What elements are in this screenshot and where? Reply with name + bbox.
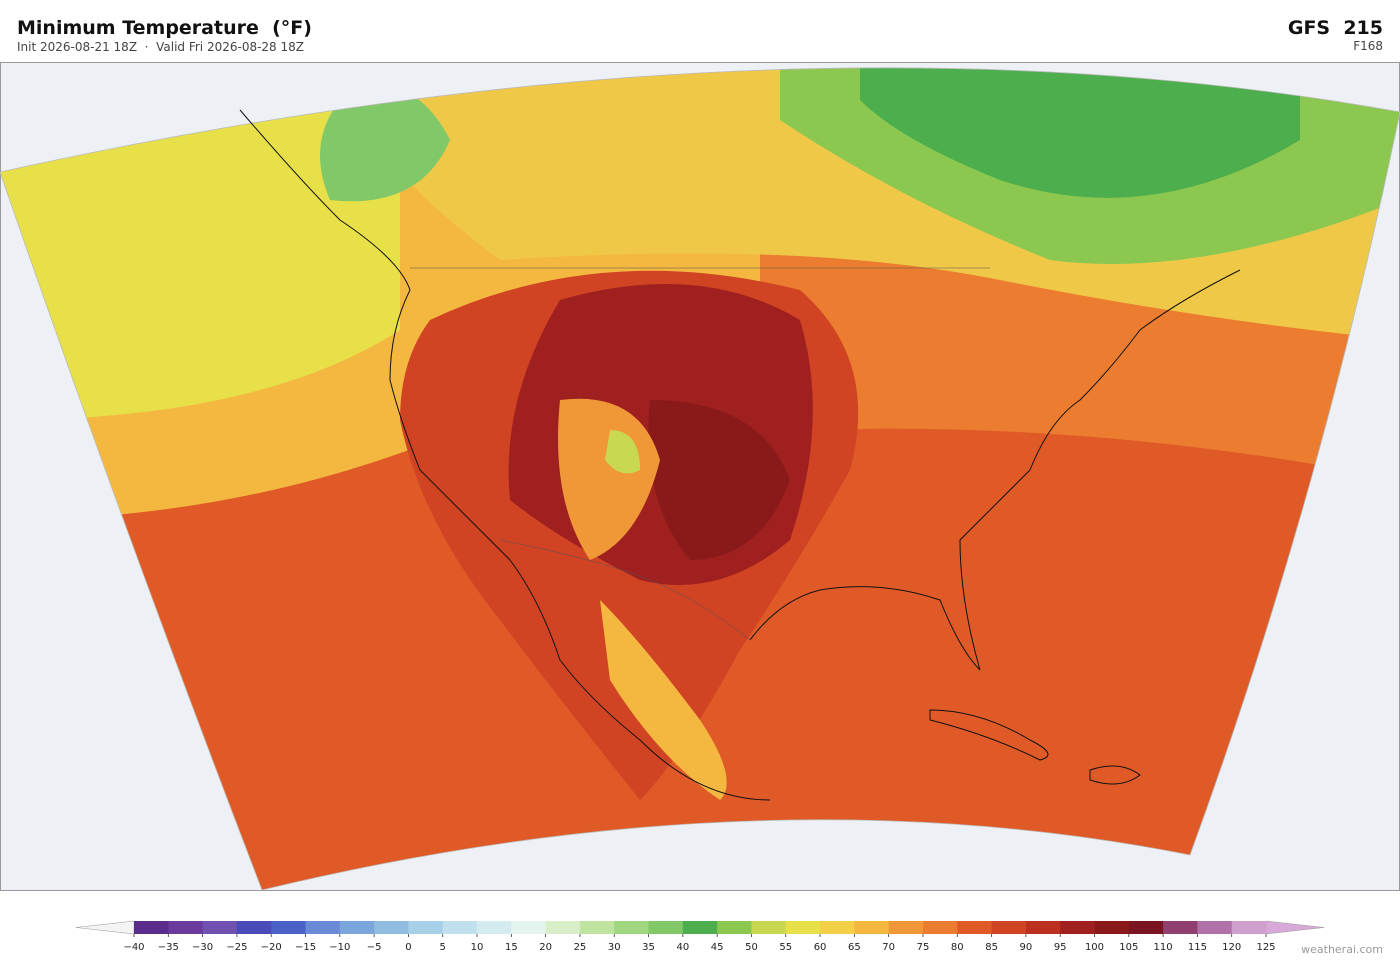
colorbar: −40 −35 −30 −25 −20 −15 −10 −5 0 5 10 15 20 25 30 35 40 4… bbox=[75, 920, 1325, 953]
colorbar-segment bbox=[717, 921, 752, 934]
colorbar-tick-label: −10 bbox=[329, 942, 350, 953]
temperature-field bbox=[0, 67, 1400, 890]
colorbar-tick-label: 100 bbox=[1085, 942, 1104, 953]
colorbar-tick-label: −5 bbox=[367, 942, 382, 953]
forecast-hour: F168 bbox=[1353, 39, 1383, 53]
colorbar-tick-label: 75 bbox=[917, 942, 930, 953]
colorbar-segment bbox=[1163, 921, 1198, 934]
colorbar-extend-high bbox=[1265, 920, 1325, 935]
colorbar-segment bbox=[236, 921, 272, 934]
colorbar-tick-label: 50 bbox=[745, 942, 758, 953]
colorbar-segment bbox=[785, 921, 821, 934]
colorbar-tick-label: 60 bbox=[814, 942, 827, 953]
colorbar-segment bbox=[1094, 921, 1130, 934]
colorbar-tick-label: −30 bbox=[192, 942, 213, 953]
colorbar-segment bbox=[820, 921, 855, 934]
colorbar-segment bbox=[408, 921, 444, 934]
colorbar-segment bbox=[922, 921, 958, 934]
colorbar-segment bbox=[168, 921, 204, 934]
colorbar-tick-label: 120 bbox=[1222, 942, 1241, 953]
colorbar-tick-label: 10 bbox=[471, 942, 484, 953]
colorbar-segment bbox=[442, 921, 478, 934]
colorbar-tick-label: 5 bbox=[440, 942, 446, 953]
colorbar-tick-label: −25 bbox=[226, 942, 247, 953]
colorbar-segment bbox=[202, 921, 238, 934]
model: GFS 215 bbox=[1288, 17, 1383, 39]
colorbar-tick-label: −40 bbox=[123, 942, 144, 953]
title: Minimum Temperature (°F) bbox=[17, 17, 312, 39]
domain-outline bbox=[0, 67, 1400, 891]
colorbar-tick-label: 80 bbox=[951, 942, 964, 953]
credit: weatherai.com bbox=[1301, 943, 1383, 956]
colorbar-tick-label: 105 bbox=[1119, 942, 1138, 953]
colorbar-segment bbox=[271, 921, 307, 934]
colorbar-segment bbox=[888, 921, 924, 934]
colorbar-tick-label: 90 bbox=[1020, 942, 1033, 953]
colorbar-tick-label: 45 bbox=[711, 942, 724, 953]
colorbar-tick-label: 110 bbox=[1154, 942, 1173, 953]
colorbar-segment bbox=[374, 921, 409, 934]
colorbar-tick-label: 15 bbox=[505, 942, 518, 953]
colorbar-segment bbox=[614, 921, 650, 934]
colorbar-segment bbox=[579, 921, 615, 934]
colorbar-segment bbox=[1128, 921, 1164, 934]
subtitle: Init 2026-08-21 18Z · Valid Fri 2026-08-… bbox=[17, 40, 304, 54]
colorbar-tick-label: 125 bbox=[1256, 942, 1275, 953]
colorbar-segment bbox=[1197, 921, 1233, 934]
colorbar-segment bbox=[991, 921, 1027, 934]
colorbar-segment bbox=[1060, 921, 1095, 934]
colorbar-segment bbox=[477, 921, 512, 934]
colorbar-tick-label: 95 bbox=[1054, 942, 1067, 953]
colorbar-tick-label: −20 bbox=[261, 942, 282, 953]
colorbar-tick-label: 85 bbox=[985, 942, 998, 953]
colorbar-tick-label: −35 bbox=[158, 942, 179, 953]
colorbar-tick-label: −15 bbox=[295, 942, 316, 953]
colorbar-tick-label: 0 bbox=[405, 942, 411, 953]
colorbar-segment bbox=[339, 921, 375, 934]
colorbar-tick-label: 55 bbox=[779, 942, 792, 953]
colorbar-segment bbox=[648, 921, 684, 934]
colorbar-tick-label: 40 bbox=[676, 942, 689, 953]
colorbar-segment bbox=[134, 921, 169, 934]
colorbar-segment bbox=[1025, 921, 1061, 934]
colorbar-tick-label: 35 bbox=[642, 942, 655, 953]
colorbar-segment bbox=[957, 921, 993, 934]
coastlines bbox=[239, 109, 1241, 801]
colorbar-tick-label: 65 bbox=[848, 942, 861, 953]
borders bbox=[410, 267, 990, 641]
colorbar-tick-label: 115 bbox=[1188, 942, 1207, 953]
colorbar-tick-label: 30 bbox=[608, 942, 621, 953]
colorbar-segment bbox=[511, 921, 547, 934]
colorbar-tick-label: 25 bbox=[574, 942, 587, 953]
colorbar-segment bbox=[545, 921, 581, 934]
colorbar-segment bbox=[305, 921, 341, 934]
colorbar-tick-label: 70 bbox=[882, 942, 895, 953]
colorbar-segment bbox=[751, 921, 787, 934]
colorbar-segment bbox=[682, 921, 718, 934]
colorbar-extend-low bbox=[75, 920, 135, 935]
colorbar-segment bbox=[854, 921, 890, 934]
colorbar-tick-label: 20 bbox=[539, 942, 552, 953]
colorbar-segment bbox=[1231, 921, 1267, 934]
